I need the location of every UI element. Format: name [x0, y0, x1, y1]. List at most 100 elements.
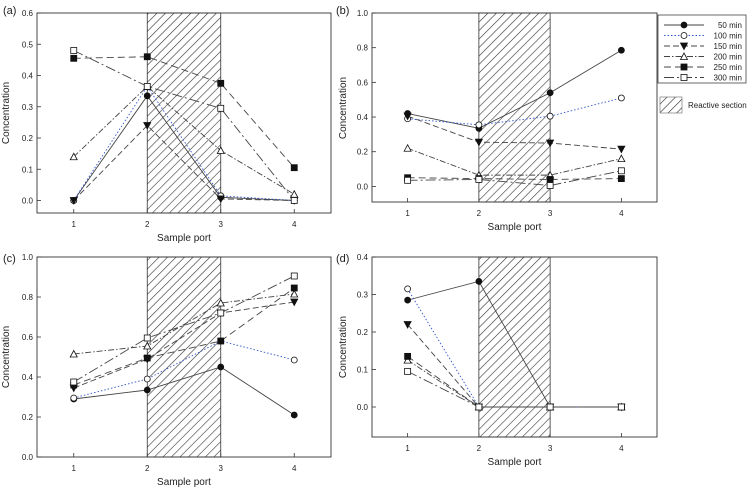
panel-c-xtick-label: 4 [292, 464, 297, 473]
legend-entry-1: 50 min [664, 21, 742, 30]
panel-b-data-point [546, 89, 554, 97]
panel-c-frame [36, 256, 332, 458]
panel-c: 0.0 0.2 0.4 0.6 0.8 1.0 1 2 3 4 Sample port Concent… [1, 253, 332, 488]
panel-c-series-line [73, 366, 295, 416]
panel-d-ytick-label: 0.2 [357, 328, 369, 337]
panel-d-xtick-label: 2 [477, 444, 482, 453]
panel-b-series-line [407, 97, 622, 126]
panel-a-ytick-label: 0.0 [22, 197, 34, 206]
panel-d-xtick-label: 3 [548, 444, 553, 453]
panel-a-data-point [216, 195, 225, 204]
legend-marker [680, 74, 688, 81]
panel-a-data-point [70, 47, 78, 54]
panel-b-ytick-label: 0.6 [357, 78, 369, 87]
panel-c-data-point [143, 334, 151, 342]
panel-a-data-point [290, 164, 298, 172]
panel-c-data-point [69, 349, 78, 358]
panel-b-data-point [403, 143, 412, 152]
panel-b-data-point [546, 182, 554, 189]
legend-entry-2: 100 min [664, 32, 742, 41]
panel-b-ytick-label: 1.0 [357, 9, 369, 18]
panel-a-data-point [290, 197, 298, 204]
panel-d-series-line [407, 370, 622, 408]
panel-d-xtick-label: 4 [619, 444, 624, 453]
panel-a-ytick-label: 0.4 [22, 72, 34, 81]
panel-d-data-point [546, 403, 554, 411]
panel-d-data-point [404, 367, 412, 375]
panel-a: 0.0 0.1 0.2 0.3 0.4 0.5 0.6 1 2 3 4 Sample port Conc… [1, 5, 332, 244]
panel-b-data-point [617, 46, 625, 54]
panel-d-reactive-section [478, 256, 551, 438]
legend-entry-5: 250 min [664, 63, 742, 72]
legend-label: 150 min [714, 42, 742, 51]
panel-d-ytick-label: 0.3 [357, 291, 369, 300]
panel-d-data-point [404, 296, 412, 304]
panel-b-data-point [617, 175, 625, 182]
panel-d-data-point [617, 403, 625, 411]
reactive-section-label: Reactive section [688, 101, 747, 110]
panel-b-data-point [545, 139, 555, 148]
panel-b-ytick-label: 0.8 [357, 44, 369, 53]
panel-d-series-6 [404, 367, 625, 411]
panel-d-ytick-label: 0.0 [357, 403, 369, 412]
panel-d-ytick-label: 0.1 [357, 366, 369, 375]
legend-entry-6: 300 min [664, 74, 742, 83]
panel-c-series-line [73, 301, 295, 389]
panel-c-series-line [73, 340, 295, 399]
panel-a-series-line [73, 85, 295, 201]
panel-c-data-point [217, 363, 225, 371]
panel-a-data-point [216, 146, 225, 154]
panel-c-data-point [70, 394, 78, 402]
panel-b-xtick-label: 3 [548, 209, 553, 218]
panel-b-data-point [403, 112, 412, 121]
panel-a-xtick-label: 2 [145, 220, 150, 229]
legend-label: 100 min [714, 32, 742, 41]
legend-marker [680, 21, 688, 29]
panel-a-xtick-label: 1 [72, 220, 77, 229]
panel-c-label: (c) [3, 253, 16, 265]
panel-a-data-point [290, 189, 299, 198]
panel-d-xlabel: Sample port [488, 457, 542, 468]
panel-c-data-point [217, 337, 225, 345]
panel-c-ylabel: Concentration [1, 326, 12, 388]
reactive-section-swatch [659, 96, 683, 114]
panel-d-ytick-label: 0.4 [357, 253, 369, 262]
panel-a-ylabel: Concentration [1, 82, 12, 144]
panel-c-xtick-label: 3 [219, 464, 224, 473]
panel-a-xlabel: Sample port [157, 233, 211, 244]
panel-c-xlabel: Sample port [157, 477, 211, 488]
panel-c-ytick-label: 0.2 [22, 413, 34, 422]
panel-a-ytick-label: 0.6 [22, 9, 34, 18]
panel-c-data-point [290, 272, 298, 280]
panel-d-label: (d) [336, 253, 349, 265]
panel-b-ytick-label: 0.2 [357, 148, 369, 157]
panel-d-frame [371, 256, 658, 438]
panel-b-ytick-label: 0.4 [357, 113, 369, 122]
panel-a-frame [36, 12, 332, 214]
panel-b-ylabel: Concentration [338, 77, 349, 139]
panel-b-series-6 [404, 167, 625, 189]
panel-a-series-line [73, 56, 295, 168]
panel-d-data-point [404, 352, 412, 360]
panel-d-ylabel: Concentration [338, 316, 349, 378]
legend-entry-4: 200 min [664, 52, 742, 62]
panel-b-xlabel: Sample port [488, 222, 542, 233]
panel-b-data-point [475, 176, 483, 183]
panel-a-label: (a) [3, 5, 16, 17]
panel-a-xtick-label: 4 [292, 220, 297, 229]
panel-c-series-4 [69, 289, 299, 358]
panel-a-xtick-label: 3 [219, 220, 224, 229]
panel-d-xtick-label: 1 [405, 444, 410, 453]
panel-a-ytick-label: 0.1 [22, 165, 34, 174]
legend-marker [679, 42, 689, 51]
legend-box [657, 14, 747, 84]
panel-b-data-point [474, 138, 484, 147]
panel-c-data-point [70, 378, 78, 386]
legend-label: 200 min [714, 53, 742, 62]
panel-b-data-point [404, 176, 412, 184]
panel-a-data-point [217, 104, 225, 112]
panel-a-series-line [73, 124, 295, 201]
panel-b-data-point [546, 176, 554, 183]
